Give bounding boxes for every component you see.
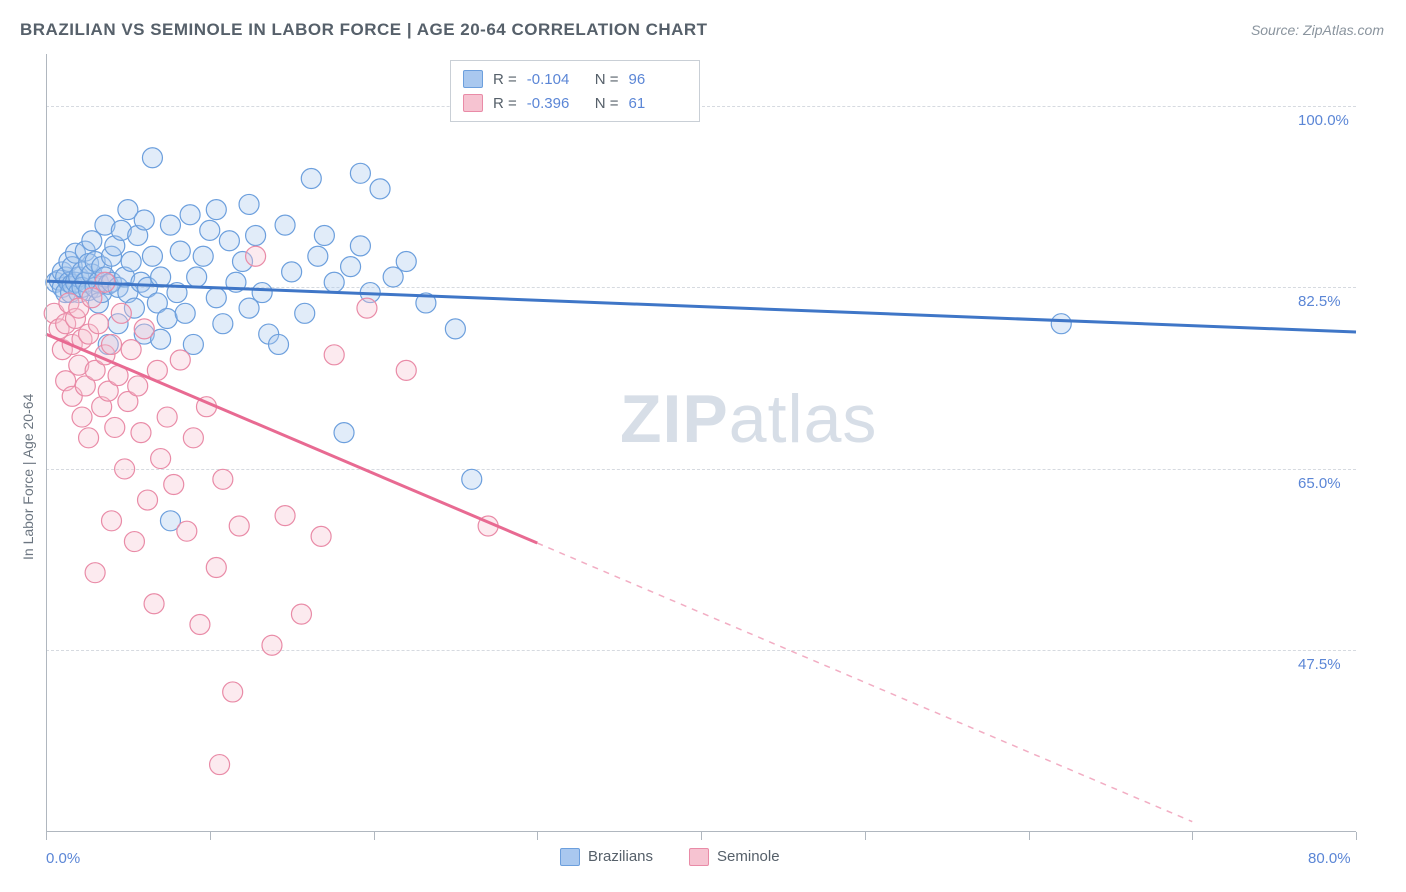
legend-n-label: N = [595, 71, 619, 88]
legend-correlation-box: R = -0.104 N = 96 R = -0.396 N = 61 [450, 60, 700, 122]
x-tick [374, 832, 375, 840]
plot-border [46, 54, 1356, 832]
x-tick [1192, 832, 1193, 840]
x-tick [701, 832, 702, 840]
x-tick [537, 832, 538, 840]
legend-series-label: Seminole [717, 848, 780, 865]
legend-series-label: Brazilians [588, 848, 653, 865]
legend-series-item: Seminole [689, 848, 780, 866]
legend-swatch [463, 70, 483, 88]
x-tick [46, 832, 47, 840]
legend-row: R = -0.396 N = 61 [463, 91, 687, 115]
legend-r-label: R = [493, 71, 517, 88]
legend-series-item: Brazilians [560, 848, 653, 866]
legend-swatch [560, 848, 580, 866]
legend-n-value: 96 [629, 71, 687, 88]
x-tick [1029, 832, 1030, 840]
legend-r-value: -0.104 [527, 71, 585, 88]
legend-r-label: R = [493, 95, 517, 112]
legend-n-label: N = [595, 95, 619, 112]
legend-n-value: 61 [629, 95, 687, 112]
x-tick [865, 832, 866, 840]
x-tick [1356, 832, 1357, 840]
x-axis-max-label: 80.0% [1308, 850, 1351, 867]
legend-r-value: -0.396 [527, 95, 585, 112]
chart-container: BRAZILIAN VS SEMINOLE IN LABOR FORCE | A… [0, 0, 1406, 892]
legend-swatch [689, 848, 709, 866]
legend-series: Brazilians Seminole [560, 848, 780, 866]
legend-row: R = -0.104 N = 96 [463, 67, 687, 91]
x-tick [210, 832, 211, 840]
x-axis-min-label: 0.0% [46, 850, 80, 867]
legend-swatch [463, 94, 483, 112]
